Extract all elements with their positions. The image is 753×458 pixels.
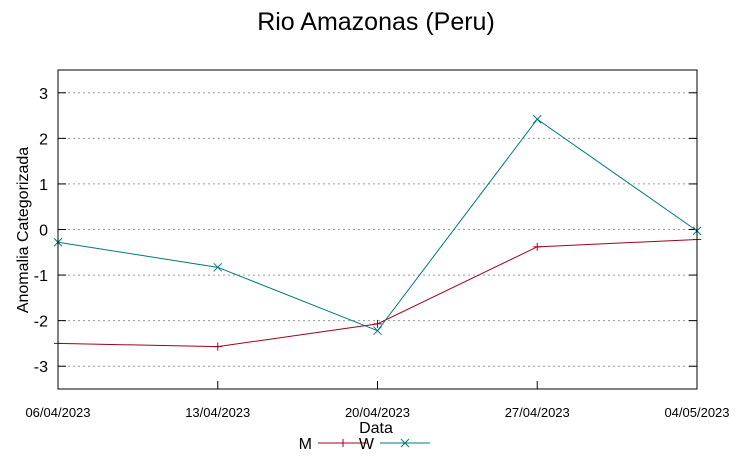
y-tick-label: -2 xyxy=(34,314,48,331)
x-tick-label: 20/04/2023 xyxy=(345,405,410,420)
y-tick-label: -1 xyxy=(34,268,48,285)
y-ticks: -3 -2 -1 0 1 2 3 xyxy=(34,86,697,376)
data-point-M xyxy=(533,242,542,251)
data-point-W xyxy=(213,262,223,272)
y-tick-label: 3 xyxy=(39,86,48,103)
x-tick-label: 13/04/2023 xyxy=(185,405,250,420)
data-point-M xyxy=(213,342,222,351)
data-point-W xyxy=(373,326,382,336)
y-tick-label: -3 xyxy=(34,359,48,376)
data-point-W xyxy=(532,114,542,124)
data-point-M xyxy=(373,319,382,328)
legend-label-M: M xyxy=(299,436,312,453)
x-ticks: 06/04/2023 13/04/2023 20/04/2023 27/04/2023… xyxy=(25,381,730,420)
series-line-W xyxy=(57,118,698,332)
y-tick-label: 2 xyxy=(39,131,48,148)
x-axis-label: Data xyxy=(359,420,393,437)
y-axis-label: Anomalia Categorizada xyxy=(15,147,32,313)
series-group xyxy=(53,114,702,351)
x-tick-label: 06/04/2023 xyxy=(25,405,90,420)
y-tick-label: 0 xyxy=(39,223,48,240)
legend-marker-W xyxy=(400,438,410,448)
x-tick-label: 27/04/2023 xyxy=(505,405,570,420)
chart-title: Rio Amazonas (Peru) xyxy=(257,8,495,36)
grid xyxy=(58,92,697,367)
x-tick-label: 04/05/2023 xyxy=(664,405,729,420)
plot-frame xyxy=(57,69,698,390)
legend-label-W: W xyxy=(359,436,375,453)
y-tick-label: 1 xyxy=(39,177,48,194)
